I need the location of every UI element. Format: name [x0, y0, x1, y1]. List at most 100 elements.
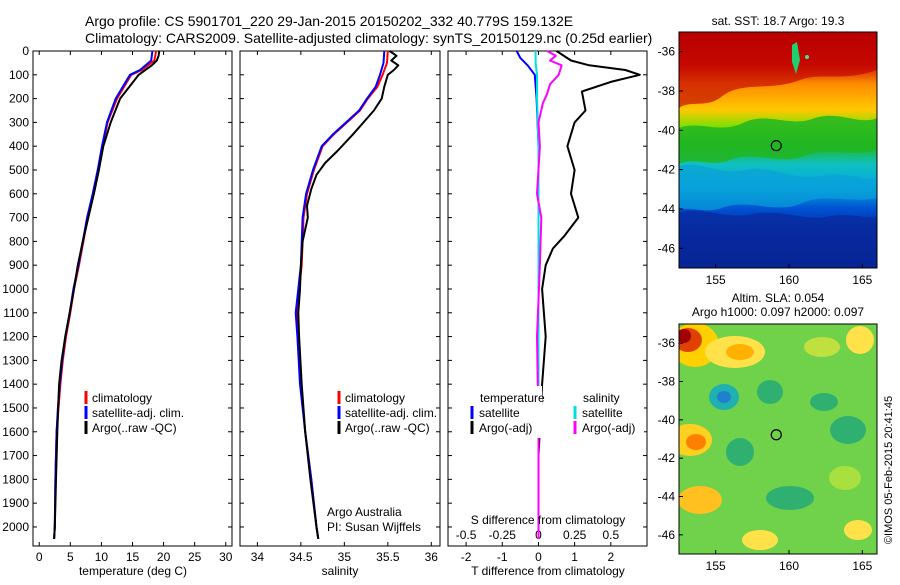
y-tick-label: 100 [9, 68, 29, 82]
difference-legend-bg [552, 386, 644, 438]
y-tick-label: 300 [9, 115, 29, 129]
imos-timestamp: ©IMOS 05-Feb-2015 20:41:45 [883, 396, 895, 544]
map-y-tick-label: -46 [658, 241, 676, 255]
x-tick-label: -2 [461, 550, 472, 564]
map-y-tick-label: -38 [658, 84, 676, 98]
map-y-tick-label: -40 [658, 413, 676, 427]
legend-climatology: climatology [92, 391, 152, 405]
secondary-x-tick-label: 0.5 [602, 528, 619, 542]
map-x-tick-label: 155 [706, 559, 726, 573]
credit-argo-australia: Argo Australia [327, 505, 402, 519]
legend-climatology: climatology [345, 391, 405, 405]
y-tick-label: 1200 [2, 330, 29, 344]
map-x-tick-label: 160 [779, 559, 799, 573]
salinity-series [294, 50, 400, 540]
difference-secondary-xlabel: S difference from climatology [471, 513, 626, 527]
y-tick-label: 1100 [3, 306, 29, 320]
y-tick-label: 1500 [2, 401, 29, 415]
x-tick-label: 20 [157, 550, 171, 564]
difference-xlabel: T difference from climatology [471, 564, 625, 578]
x-tick-label: 36 [425, 550, 439, 564]
temperature-axes-frame [32, 50, 233, 547]
y-tick-label: 1600 [2, 425, 29, 439]
map-y-tick-label: -44 [658, 202, 676, 216]
difference-ticks: -2 -1 0 1 2-0.5 -0.25 0 0.25 0.5 [448, 50, 647, 564]
header-line1: Argo profile: CS 5901701_220 29-Jan-2015… [85, 13, 573, 29]
x-tick-label: 34.5 [289, 550, 313, 564]
map-y-tick-label: -36 [658, 45, 676, 59]
y-tick-label: 200 [9, 92, 29, 106]
map-x-tick-label: 155 [706, 273, 726, 287]
difference-panel: -2 -1 0 1 2-0.5 -0.25 0 0.25 0.5 temperature sat… [447, 50, 648, 578]
difference-legend: temperature satellite Argo(-adj) salinit… [470, 391, 635, 435]
map-y-tick-label: -38 [658, 375, 676, 389]
series-temperature-argo-adj- [537, 50, 641, 539]
x-tick-label: 25 [188, 550, 202, 564]
x-tick-label: 35 [338, 550, 352, 564]
y-tick-label: 600 [9, 187, 29, 201]
legend-argo: Argo(..raw -QC) [345, 421, 430, 435]
salinity-xlabel: salinity [322, 564, 359, 578]
map-x-tick-label: 160 [779, 273, 799, 287]
map-x-tick-label: 165 [852, 559, 872, 573]
y-tick-label: 400 [9, 139, 29, 153]
temperature-ticks: 0100200300400500600700800900100011001200… [2, 44, 232, 564]
legend-title-salinity: salinity [583, 391, 620, 405]
series-argo-raw-qc- [53, 50, 161, 539]
series-argo-raw-qc- [297, 50, 400, 540]
argo-position-marker [770, 429, 782, 441]
y-tick-label: 1900 [2, 496, 29, 510]
y-tick-label: 1800 [2, 472, 29, 486]
y-tick-label: 800 [9, 234, 29, 248]
difference-axes-frame [447, 50, 648, 547]
secondary-x-tick-label: -0.5 [456, 528, 477, 542]
y-tick-label: 1300 [2, 353, 29, 367]
x-tick-label: 10 [95, 550, 109, 564]
x-tick-label: 2 [607, 550, 614, 564]
sst-map-panel: sat. SST: 18.7 Argo: 19.3 155 160 165 -36 -3… [658, 14, 878, 287]
salinity-legend: climatology satellite-adj. clim. Argo(..… [337, 391, 437, 435]
salinity-ticks: 34 34.5 35 35.5 36 [240, 50, 440, 564]
temperature-xlabel: temperature (deg C) [79, 564, 187, 578]
sla-map-panel: Altim. SLA: 0.054 Argo h1000: 0.097 h200… [658, 291, 878, 573]
x-tick-label: 1 [571, 550, 578, 564]
y-tick-label: 700 [9, 211, 29, 225]
map-y-tick-label: -42 [658, 163, 676, 177]
map-y-tick-label: -46 [658, 528, 676, 542]
legend-temp-argo: Argo(-adj) [479, 421, 532, 435]
x-tick-label: -1 [497, 550, 508, 564]
y-tick-label: 900 [9, 258, 29, 272]
legend-satellite: satellite-adj. clim. [345, 406, 437, 420]
header-line2: Climatology: CARS2009. Satellite-adjuste… [85, 30, 652, 46]
map-x-tick-label: 165 [852, 273, 872, 287]
legend-sal-argo: Argo(-adj) [582, 421, 635, 435]
x-tick-label: 0 [535, 550, 542, 564]
legend-satellite: satellite-adj. clim. [92, 406, 184, 420]
temperature-legend: climatology satellite-adj. clim. Argo(..… [84, 391, 184, 435]
salinity-panel: 34 34.5 35 35.5 36 climatology satellite-adj… [239, 50, 441, 578]
y-tick-label: 2000 [2, 520, 29, 534]
legend-title-temperature: temperature [480, 391, 545, 405]
series-salinity-argo-adj- [536, 50, 563, 539]
temperature-series [53, 50, 161, 539]
salinity-axes-frame [239, 50, 441, 547]
sla-map-subtitle: Argo h1000: 0.097 h2000: 0.097 [692, 305, 864, 319]
y-tick-label: 1700 [2, 449, 29, 463]
legend-argo: Argo(..raw -QC) [92, 421, 177, 435]
difference-legend-bg [456, 386, 542, 438]
sla-map-image [679, 324, 877, 554]
secondary-x-tick-label: -0.25 [489, 528, 517, 542]
y-tick-label: 1400 [2, 377, 29, 391]
credit-pi: PI: Susan Wijffels [327, 520, 421, 534]
x-tick-label: 34 [251, 550, 265, 564]
legend-temp-satellite: satellite [479, 406, 520, 420]
argo-position-marker [770, 140, 782, 152]
map-y-tick-label: -44 [658, 490, 676, 504]
y-tick-label: 0 [22, 44, 29, 58]
sst-map-ticks: 155 160 165 -36 -38 -40 -42 -44 -46 [658, 45, 873, 287]
x-tick-label: 30 [219, 550, 233, 564]
y-tick-label: 1000 [2, 282, 29, 296]
map-y-tick-label: -42 [658, 451, 676, 465]
x-tick-label: 15 [126, 550, 140, 564]
